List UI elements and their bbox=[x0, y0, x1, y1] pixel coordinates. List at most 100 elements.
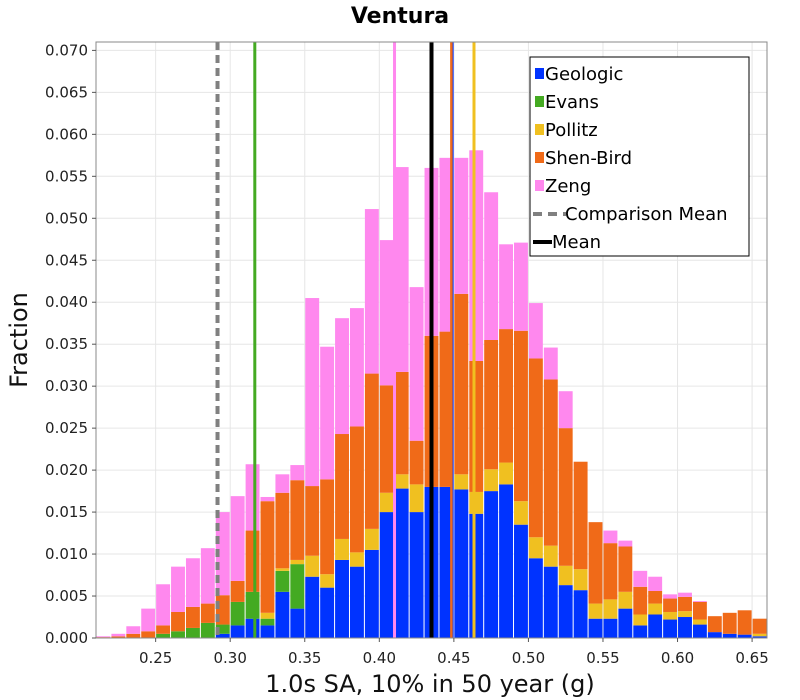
bar-zeng bbox=[603, 530, 618, 544]
x-tick-label: 0.60 bbox=[661, 649, 694, 667]
bar-shen-bird bbox=[678, 596, 692, 612]
bar-shen-bird bbox=[454, 293, 469, 475]
bar-pollitz bbox=[305, 555, 320, 577]
bar-shen-bird bbox=[275, 492, 290, 569]
bar-geologic bbox=[305, 576, 320, 638]
bar-zeng bbox=[230, 496, 245, 581]
bar-shen-bird bbox=[379, 385, 394, 493]
bar-geologic bbox=[484, 491, 499, 638]
y-axis-label: Fraction bbox=[5, 292, 33, 388]
bar-zeng bbox=[469, 150, 484, 361]
bar-geologic bbox=[678, 617, 692, 638]
bar-geologic bbox=[379, 512, 394, 638]
bar-shen-bird bbox=[245, 530, 260, 592]
bar-geologic bbox=[469, 513, 484, 638]
plot-frame bbox=[95, 41, 768, 639]
bar-pollitz bbox=[409, 484, 424, 513]
bar-pollitz bbox=[588, 603, 603, 619]
bar-zeng bbox=[648, 576, 663, 591]
legend-swatch-pollitz bbox=[535, 124, 544, 135]
bar-zeng bbox=[379, 240, 394, 386]
bar-zeng bbox=[618, 540, 633, 547]
bar-pollitz bbox=[484, 469, 499, 492]
bar-geologic bbox=[290, 608, 305, 638]
bar-zeng bbox=[171, 566, 185, 612]
bar-shen-bird bbox=[335, 434, 349, 539]
bar-shen-bird bbox=[588, 522, 603, 604]
y-tick-label: 0.010 bbox=[45, 545, 88, 563]
bar-zeng bbox=[320, 346, 335, 480]
bar-zeng bbox=[692, 601, 707, 602]
y-tick-label: 0.015 bbox=[45, 503, 88, 521]
bar-shen-bird bbox=[439, 331, 454, 487]
bar-geologic bbox=[514, 524, 528, 638]
bar-evans bbox=[230, 601, 245, 626]
y-tick-label: 0.035 bbox=[45, 335, 88, 353]
x-tick-label: 0.40 bbox=[363, 649, 396, 667]
mean-lines bbox=[215, 42, 476, 638]
bar-geologic bbox=[394, 488, 409, 638]
bar-geologic bbox=[737, 634, 752, 638]
bar-shen-bird bbox=[707, 616, 722, 633]
y-tick-label: 0.070 bbox=[45, 41, 88, 59]
y-tick-label: 0.045 bbox=[45, 251, 88, 269]
legend-label-pollitz: Pollitz bbox=[545, 120, 598, 141]
bar-pollitz bbox=[499, 462, 514, 485]
bar-shen-bird bbox=[126, 633, 141, 638]
bar-pollitz bbox=[692, 619, 707, 625]
legend-swatch-zeng bbox=[535, 180, 544, 191]
bar-geologic bbox=[499, 484, 514, 638]
bar-zeng bbox=[558, 391, 573, 429]
bar-zeng bbox=[290, 465, 305, 481]
bar-zeng bbox=[409, 287, 424, 441]
bar-geologic bbox=[588, 618, 603, 638]
bar-evans bbox=[171, 631, 185, 638]
bar-shen-bird bbox=[260, 501, 275, 613]
bar-geologic bbox=[409, 512, 424, 638]
bar-shen-bird bbox=[663, 598, 678, 612]
y-tick-label: 0.055 bbox=[45, 167, 88, 185]
bar-pollitz bbox=[320, 574, 335, 588]
bar-zeng bbox=[514, 242, 528, 331]
bar-geologic bbox=[573, 590, 588, 638]
bar-zeng bbox=[439, 157, 454, 332]
bar-pollitz bbox=[618, 591, 633, 609]
bar-zeng bbox=[335, 318, 349, 435]
y-tick-label: 0.020 bbox=[45, 461, 88, 479]
y-tick-label: 0.065 bbox=[45, 83, 88, 101]
legend-swatch-shen-bird bbox=[535, 152, 544, 163]
bar-geologic bbox=[349, 566, 364, 638]
legend-label-mean: Mean bbox=[552, 232, 601, 253]
bar-geologic bbox=[707, 632, 722, 638]
bar-shen-bird bbox=[484, 340, 499, 470]
legend-box bbox=[529, 56, 750, 257]
bar-shen-bird bbox=[692, 601, 707, 620]
bar-shen-bird bbox=[618, 546, 633, 592]
bar-zeng bbox=[156, 584, 171, 626]
bar-shen-bird bbox=[200, 603, 215, 623]
y-tick-label: 0.040 bbox=[45, 293, 88, 311]
bar-shen-bird bbox=[305, 486, 320, 556]
bar-zeng bbox=[678, 592, 692, 597]
bar-pollitz bbox=[394, 474, 409, 489]
bar-zeng bbox=[305, 298, 320, 487]
bar-zeng bbox=[260, 496, 275, 502]
bar-geologic bbox=[215, 633, 230, 638]
bar-geologic bbox=[230, 625, 245, 638]
bar-zeng bbox=[126, 626, 141, 634]
bar-shen-bird bbox=[499, 329, 514, 463]
bar-geologic bbox=[603, 618, 618, 638]
bar-pollitz bbox=[573, 569, 588, 591]
bar-pollitz bbox=[290, 559, 305, 565]
bar-shen-bird bbox=[320, 479, 335, 575]
bar-geologic bbox=[543, 566, 558, 638]
chart-title: Ventura bbox=[351, 4, 449, 29]
y-tick-label: 0.050 bbox=[45, 209, 88, 227]
bar-pollitz bbox=[678, 611, 692, 618]
bar-shen-bird bbox=[633, 586, 648, 615]
bar-geologic bbox=[648, 614, 663, 638]
bar-pollitz bbox=[364, 528, 379, 550]
bar-geologic bbox=[752, 636, 767, 638]
bar-zeng bbox=[454, 157, 469, 294]
bar-shen-bird bbox=[648, 590, 663, 604]
